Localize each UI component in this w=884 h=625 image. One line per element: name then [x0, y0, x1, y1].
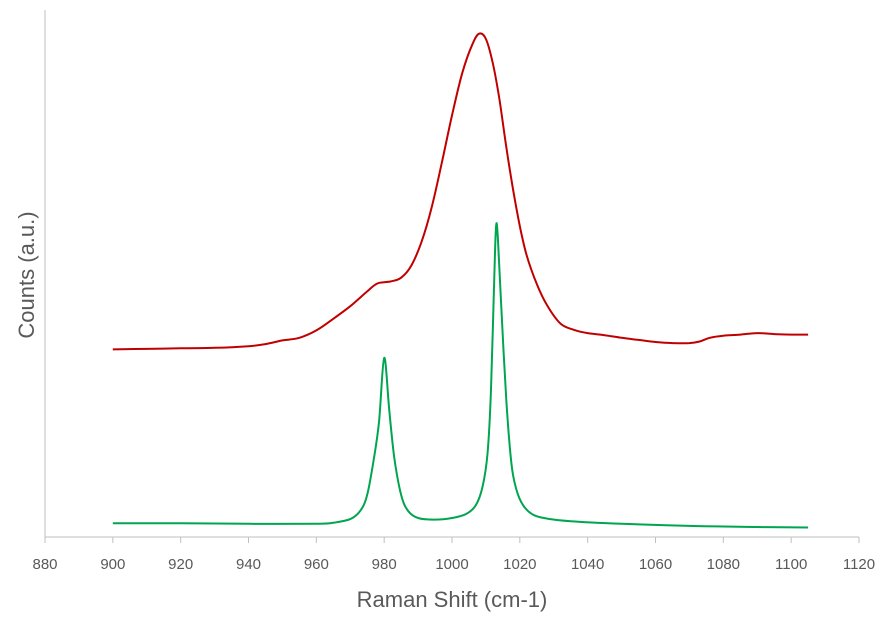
x-tick-label: 1120: [843, 556, 875, 573]
x-tick-label: 980: [372, 556, 397, 573]
x-tick-labels: 880 900 920 940 960 980 1000 1020 1040 1060 1080 11…: [32, 556, 875, 573]
series-group: [112, 32, 809, 529]
x-tick-label: 940: [236, 556, 261, 573]
green-spectrum-line: [112, 222, 809, 529]
x-tick-label: 1000: [435, 556, 468, 573]
x-tick-label: 1040: [571, 556, 604, 573]
x-tick-label: 880: [32, 556, 57, 573]
x-tick-label: 960: [304, 556, 329, 573]
x-tick-label: 1100: [775, 556, 807, 573]
x-tick-label: 1080: [707, 556, 740, 573]
y-axis-title: Counts (a.u.): [14, 211, 39, 338]
red-spectrum-line: [112, 32, 809, 351]
x-ticks: [44, 537, 860, 543]
x-tick-label: 1020: [503, 556, 536, 573]
x-tick-label: 920: [168, 556, 193, 573]
x-tick-label: 900: [100, 556, 125, 573]
x-axis-title: Raman Shift (cm-1): [357, 587, 548, 612]
x-tick-label: 1060: [639, 556, 672, 573]
